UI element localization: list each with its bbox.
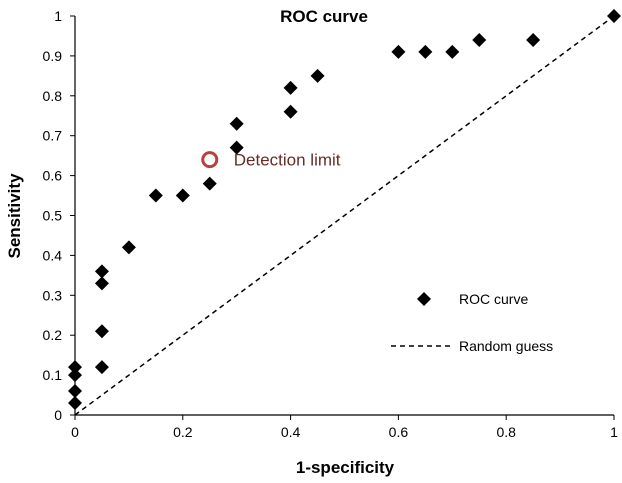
roc-point [94,324,109,339]
x-tick-label: 0.4 [281,424,301,440]
y-tick-label: 0.9 [43,48,63,64]
y-tick-label: 0.8 [43,88,63,104]
plot-area: 0 0.2 0.4 0.6 0.8 1 0 0.1 0.2 0.3 0.4 0.5 0.6 0.7 0.8… [43,8,621,440]
y-axis-title: Sensitivity [5,173,24,259]
roc-point [202,176,217,191]
roc-point [526,32,541,47]
random-guess-line [74,15,615,416]
roc-point [68,396,82,411]
roc-point [175,188,190,203]
roc-point [94,276,109,291]
detection-limit-label: Detection limit [234,151,341,170]
legend: ROC curve Random guess [391,291,553,354]
legend-label-random-guess: Random guess [459,338,553,354]
random-guess-series [74,15,615,416]
roc-point [121,240,136,255]
roc-point [310,68,325,83]
roc-point [472,32,487,47]
roc-point [391,44,406,59]
roc-point [68,360,82,375]
roc-point [445,44,460,59]
roc-point [94,264,109,279]
x-tick-label: 0.2 [173,424,193,440]
x-tick-label: 0 [71,424,79,440]
roc-point [68,384,82,399]
x-axis-ticks: 0 0.2 0.4 0.6 0.8 1 [71,415,618,440]
y-tick-label: 0.6 [43,168,63,184]
roc-point [418,44,433,59]
detection-limit-marker [201,151,219,169]
annotations: Detection limit [201,151,341,170]
y-tick-label: 0.7 [43,128,63,144]
roc-point [229,116,244,131]
roc-point [94,360,109,375]
y-tick-label: 0.1 [43,367,63,383]
y-tick-label: 0.3 [43,287,63,303]
legend-item-random-guess: Random guess [391,338,553,354]
y-tick-label: 0.2 [43,327,63,343]
legend-item-roc-curve: ROC curve [417,291,528,307]
x-tick-label: 1 [610,424,618,440]
x-tick-label: 0.8 [496,424,516,440]
y-axis-ticks: 0 0.1 0.2 0.3 0.4 0.5 0.6 0.7 0.8 0.9 1 [43,8,75,423]
y-tick-label: 0 [54,407,62,423]
roc-point [68,368,82,383]
legend-label-roc-curve: ROC curve [459,291,528,307]
roc-point [148,188,163,203]
x-axis-title: 1-specificity [296,458,395,477]
y-tick-label: 1 [54,8,62,24]
roc-point [283,80,298,95]
roc-curve-series [68,9,621,411]
roc-point [229,140,244,155]
x-tick-label: 0.6 [389,424,409,440]
y-tick-label: 0.4 [43,247,63,263]
legend-diamond-marker [417,292,431,306]
chart-title: ROC curve [280,7,368,26]
roc-point [607,9,621,23]
roc-point [283,104,298,119]
y-tick-label: 0.5 [43,208,63,224]
